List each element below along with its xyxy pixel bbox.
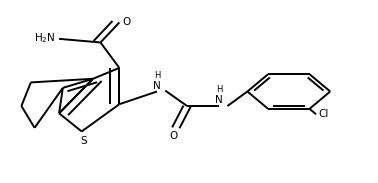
Text: N: N bbox=[153, 81, 161, 91]
Text: H$_2$N: H$_2$N bbox=[34, 31, 56, 45]
Text: Cl: Cl bbox=[318, 109, 328, 119]
Text: H: H bbox=[216, 85, 222, 94]
Text: S: S bbox=[80, 136, 87, 146]
Text: N: N bbox=[215, 95, 223, 105]
Text: H: H bbox=[154, 71, 160, 80]
Text: O: O bbox=[122, 17, 130, 27]
Text: O: O bbox=[170, 131, 178, 141]
